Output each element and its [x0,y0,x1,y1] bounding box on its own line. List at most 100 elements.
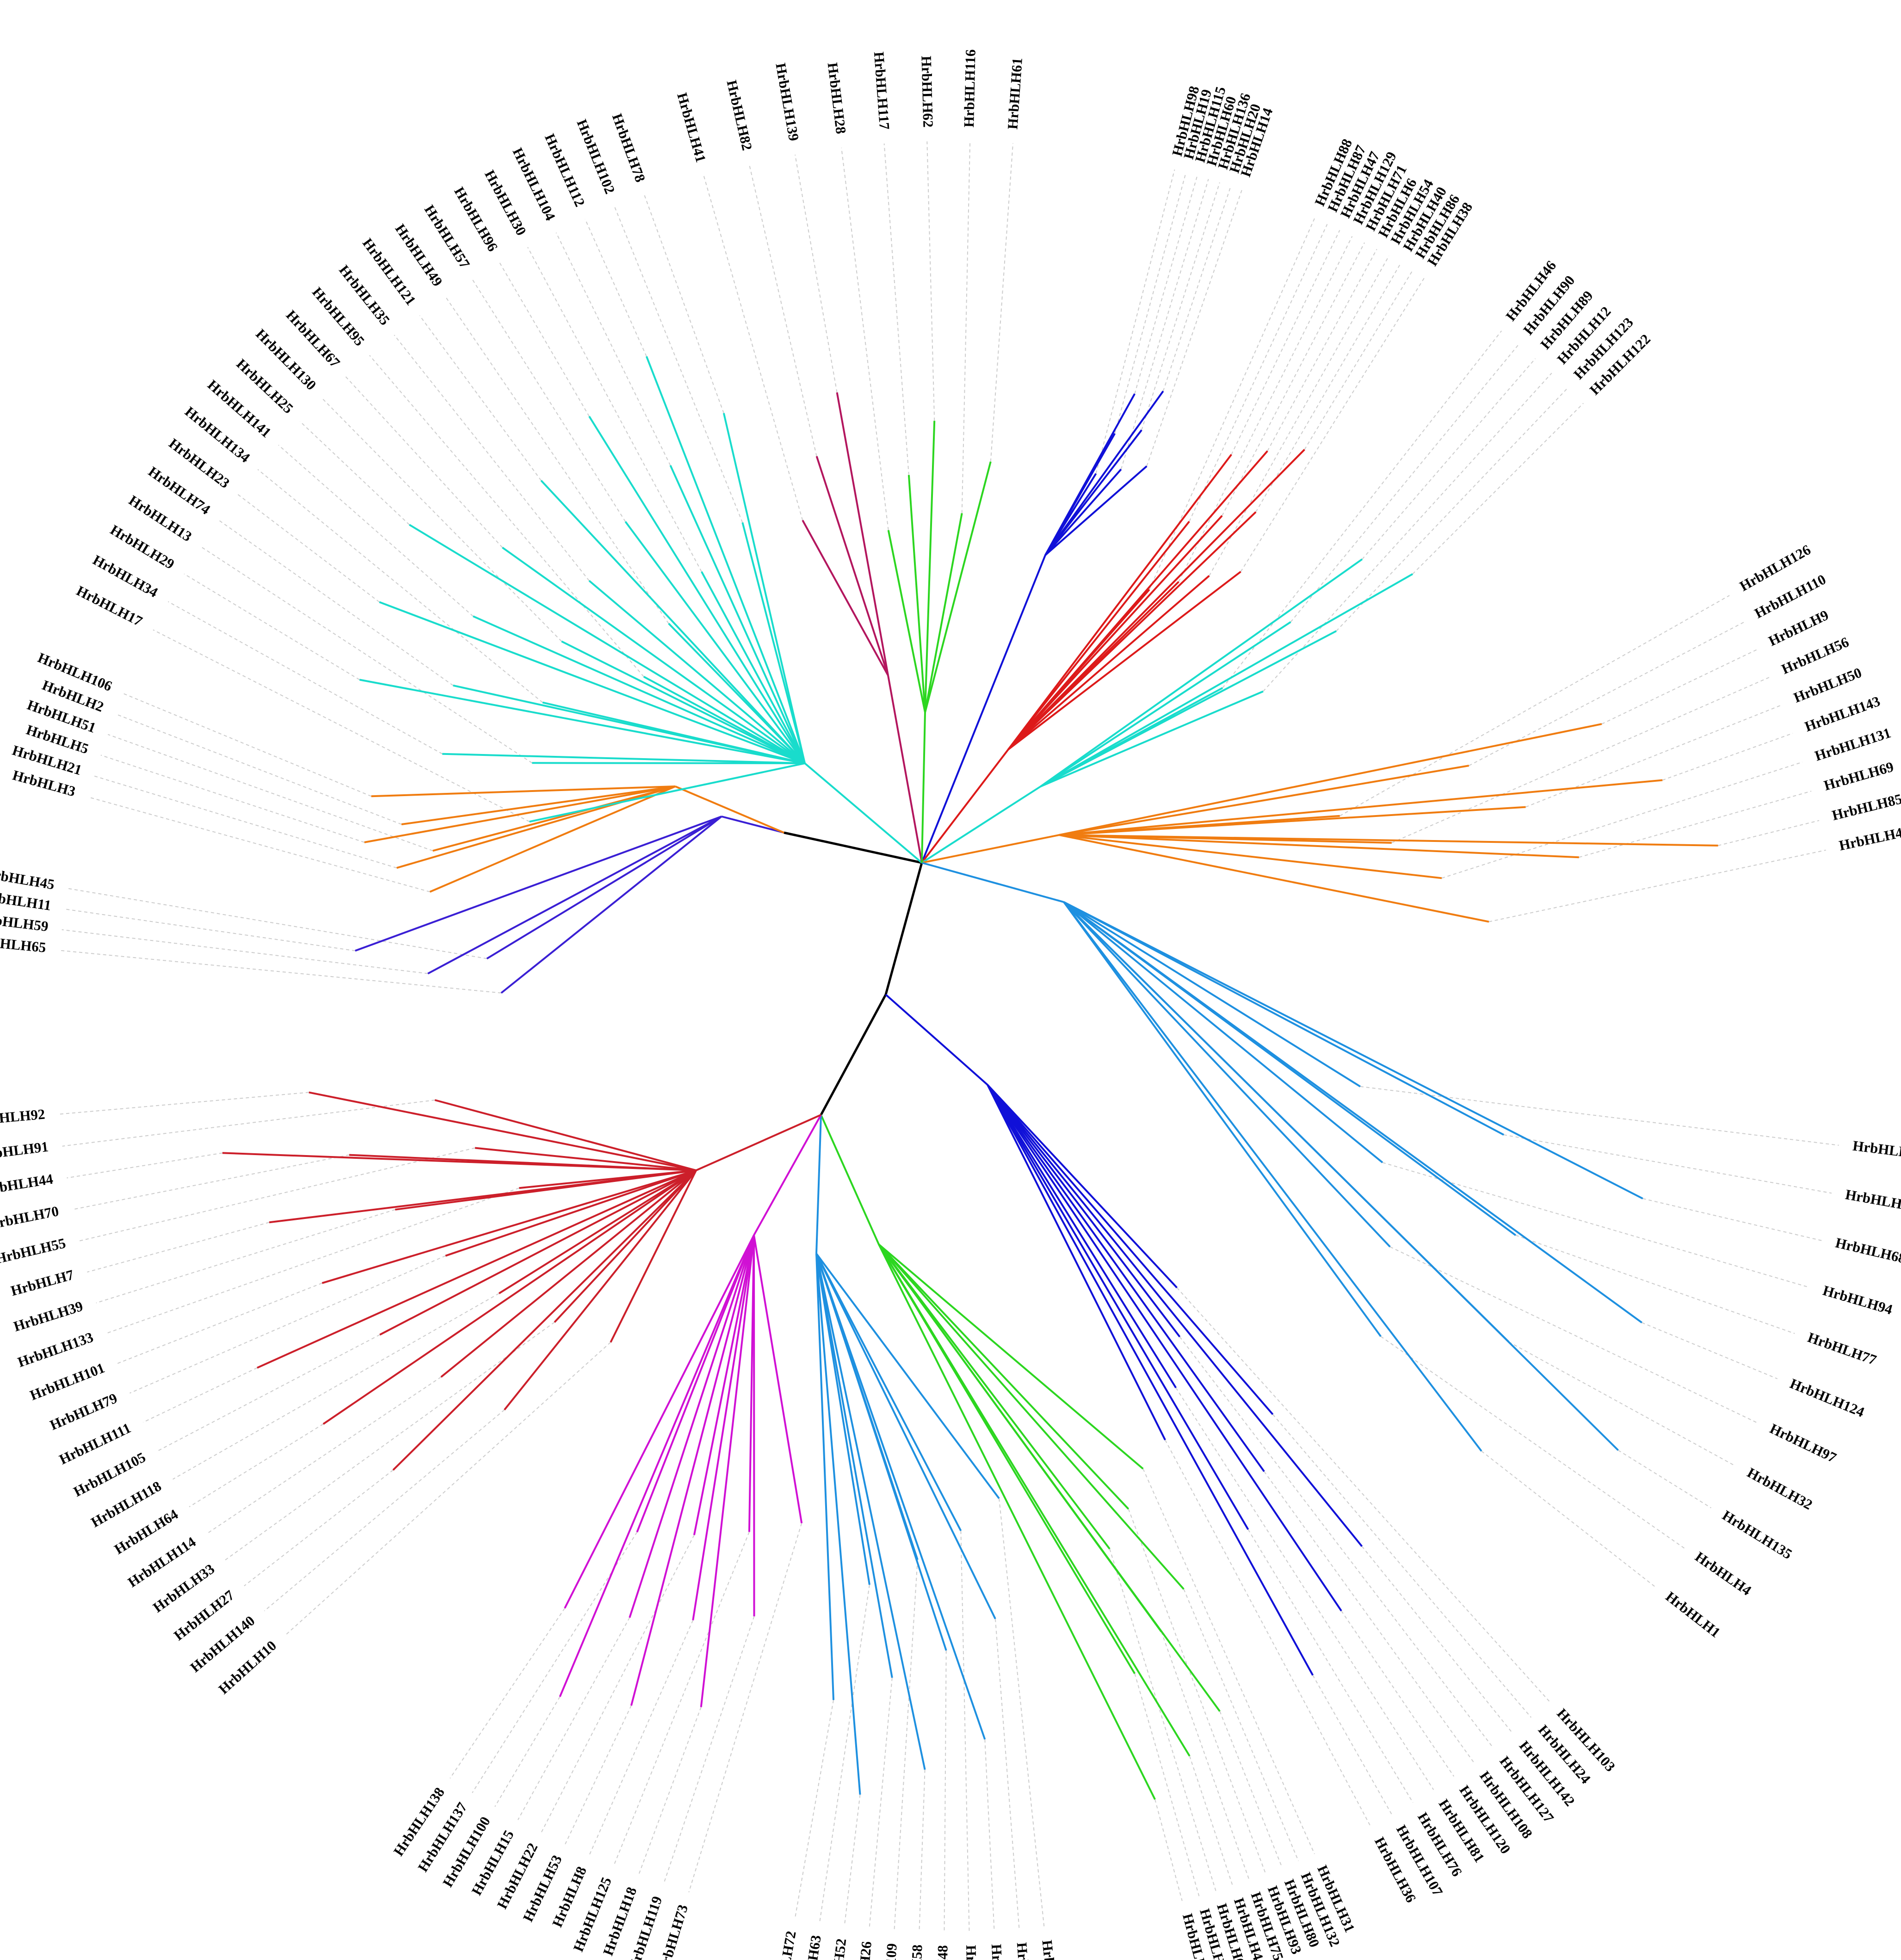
leaf-label: HrbHLH139 [772,62,802,142]
leaf-label: HrbHLH32 [1745,1464,1815,1513]
label-leader-line [1183,1589,1299,1861]
label-leader-lines [59,141,1839,1932]
clade-stem-branch [887,675,923,863]
label-leader-line [87,1222,270,1273]
label-leader-line [1231,230,1340,455]
label-leader-line [1290,344,1519,623]
label-leader-line [1389,1246,1758,1424]
leaf-branch [1059,834,1718,847]
leaf-label: HrbHLH52 [825,1938,849,1960]
leaf-label: HrbHLH37 [1852,1138,1901,1162]
label-leader-line [555,232,671,466]
leaf-label: HrbHLH79 [48,1390,120,1433]
leaf-branch [442,753,805,764]
label-leader-line [1515,1235,1795,1334]
leaf-branch [222,1152,697,1171]
label-leader-line [1162,185,1231,391]
label-leader-line [585,219,647,357]
leaf-branch [432,785,676,852]
leaf-branch [815,1253,870,1585]
leaf-branch [1040,690,1264,787]
leaf-branch [1063,901,1642,1323]
leaf-label: HrbHLH63 [798,1934,824,1960]
label-leader-line [117,1282,322,1364]
label-leader-line [1209,255,1389,576]
label-leader-line [206,1376,442,1534]
label-leader-line [62,1100,435,1147]
leaf-branch [473,615,805,764]
label-leader-line [369,355,644,677]
label-leader-line [944,1650,947,1932]
label-leader-line [1189,1756,1233,1886]
leaf-branch [878,1243,1144,1470]
label-leader-line [1176,1287,1550,1702]
leaf-branch [815,456,889,676]
leaf-branch [502,546,806,764]
leaf-branch [1007,521,1190,750]
leaf-label: HrbHLH11 [0,887,52,913]
label-leader-line [184,573,360,680]
label-leader-line [541,1534,695,1833]
label-leader-line [1095,169,1175,474]
label-leader-line [115,713,402,825]
label-leader-line [795,155,838,393]
leaf-branch [630,1235,755,1706]
label-leader-line [1267,249,1377,451]
leaf-label: HrbHLH65 [0,933,47,956]
leaf-branch [924,513,963,713]
leaf-branch [1063,901,1482,1452]
leaf-label: HrbHLH41 [674,91,709,164]
leaf-branch [371,785,676,798]
leaf-branch [987,1084,1178,1288]
label-leader-line [106,1187,519,1334]
label-leader-line [123,693,372,797]
label-leader-line [1247,1529,1413,1803]
leaf-label: HrbHLH101 [28,1360,107,1404]
clade-stem-branch [804,762,923,864]
label-leader-line [1142,1468,1315,1855]
leaf-label: HrbHLH77 [1806,1329,1879,1368]
label-leader-line [1165,1440,1371,1827]
leaf-label: HrbHLH59 [0,910,49,934]
leaf-branch [321,1169,697,1284]
backbone-branch [820,994,887,1116]
leaf-branch [564,1235,755,1609]
label-leader-line [1360,1086,1839,1146]
leaf-branch [802,519,889,676]
label-leader-line [419,315,542,481]
label-leader-line [1141,182,1220,430]
label-leader-line [1312,1675,1393,1815]
leaf-label: HrbHLH117 [871,51,893,130]
leaf-branch [500,816,722,994]
clade-stem-branch [921,748,1009,864]
leaf-branch [1040,573,1413,787]
leaf-branch [498,1169,697,1294]
label-leader-line [96,1209,395,1304]
label-leader-line [94,775,397,869]
label-leader-line [990,143,1013,462]
leaf-label: HrbHLH4 [1692,1548,1754,1599]
leaf-branch [1063,901,1361,1088]
leaf-branch [434,1099,697,1171]
leaf-branch [887,530,926,713]
label-leader-line [589,1620,694,1855]
leaf-branch [987,1084,1249,1530]
leaf-label: HrbHLH85 [1830,791,1901,823]
leaf-branch [355,816,722,952]
leaf-branch [924,461,992,713]
leaf-label: HrbHLH9 [1766,606,1831,649]
label-leader-line [79,1147,475,1242]
label-leader-line [841,148,889,531]
clade-stem-branch [921,712,926,863]
leaf-branch [987,1084,1166,1441]
label-leader-line [1525,704,1782,808]
leaf-branch [815,1253,834,1700]
label-leader-line [189,1423,324,1508]
label-leader-line [1662,733,1793,781]
backbone-branch [884,862,923,995]
leaf-label: HrbHLH58 [907,1944,925,1960]
leaf-branch [401,785,676,825]
label-leader-line [1380,1336,1685,1549]
label-leader-line [167,601,443,754]
label-leader-line [257,469,543,703]
